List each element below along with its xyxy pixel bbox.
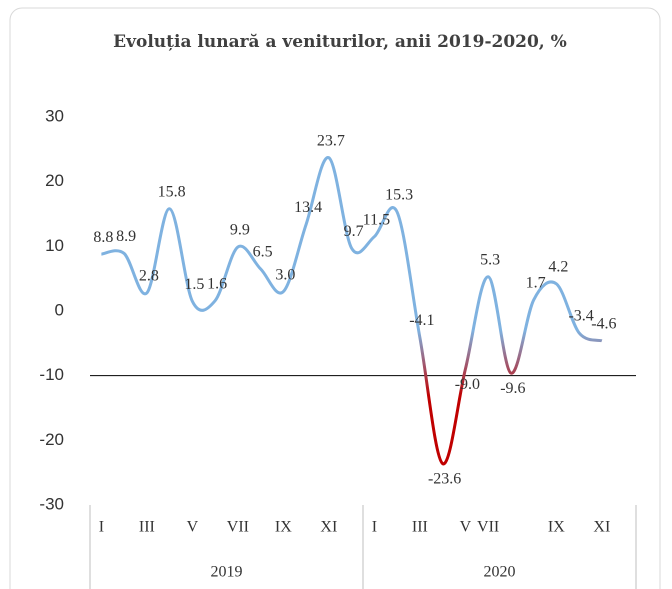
y-tick-label: 10 — [45, 236, 64, 255]
data-label: 23.7 — [317, 132, 345, 149]
data-label: 8.8 — [93, 229, 113, 246]
data-label: -4.1 — [409, 312, 434, 329]
x-tick-label: V — [187, 519, 199, 536]
data-label: -3.4 — [568, 308, 593, 325]
data-label: 9.9 — [230, 222, 250, 239]
x-group-label: 2019 — [211, 564, 243, 581]
x-tick-label: IX — [275, 519, 292, 536]
y-tick-label: -20 — [39, 430, 64, 449]
chart-title: Evoluția lunară a veniturilor, anii 2019… — [113, 32, 567, 52]
data-label: 11.5 — [363, 211, 390, 228]
data-label: 3.0 — [275, 266, 295, 283]
data-label: 6.5 — [253, 244, 273, 261]
data-label: -9.0 — [455, 376, 480, 393]
data-label: 1.6 — [207, 275, 227, 292]
data-label: 2.8 — [139, 268, 159, 285]
x-group-label: 2020 — [484, 564, 516, 581]
chart-border — [9, 7, 661, 589]
x-tick-label: VII — [227, 519, 249, 536]
data-label: 15.3 — [385, 187, 413, 204]
data-label: 9.7 — [344, 223, 364, 240]
data-label: 1.5 — [184, 276, 204, 293]
y-tick-label: -10 — [39, 365, 64, 384]
data-label: 1.7 — [526, 275, 546, 292]
data-label: 15.8 — [158, 183, 186, 200]
x-tick-label: VII — [477, 519, 499, 536]
x-tick-label: V — [460, 519, 472, 536]
y-tick-label: 0 — [55, 300, 64, 319]
y-tick-label: 30 — [45, 106, 64, 125]
y-tick-label: -30 — [39, 494, 64, 513]
data-label: 13.4 — [294, 199, 322, 216]
data-line — [101, 156, 603, 466]
x-tick-label: I — [372, 519, 377, 536]
data-label: -23.6 — [428, 470, 461, 487]
y-tick-label: 20 — [45, 171, 64, 190]
data-label: -9.6 — [500, 380, 525, 397]
data-label: 5.3 — [480, 251, 500, 268]
x-tick-label: III — [139, 519, 155, 536]
x-tick-label: III — [412, 519, 428, 536]
x-tick-label: XI — [320, 519, 337, 536]
data-label: -4.6 — [591, 315, 616, 332]
data-label: 4.2 — [548, 259, 568, 276]
data-label: 8.9 — [116, 228, 136, 245]
x-tick-label: XI — [593, 519, 610, 536]
x-tick-label: I — [99, 519, 104, 536]
x-tick-label: IX — [548, 519, 565, 536]
